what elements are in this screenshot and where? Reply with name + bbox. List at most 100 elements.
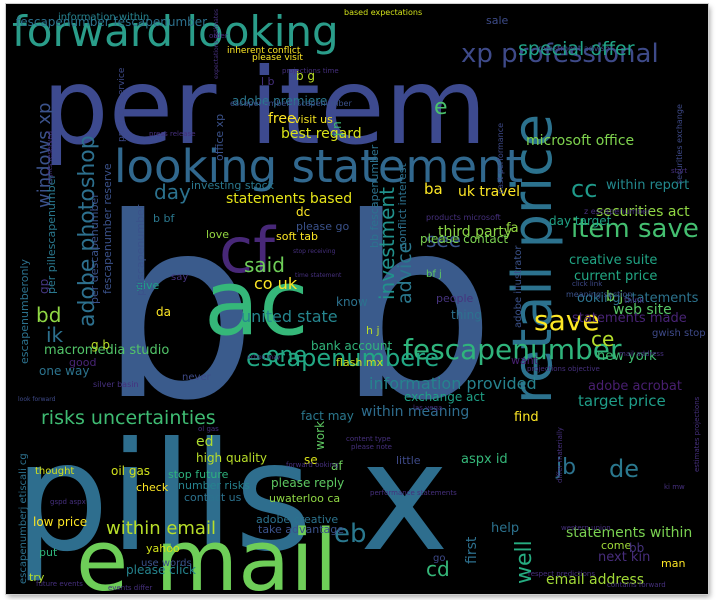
word-cloud-word: information provided — [369, 374, 537, 393]
word-cloud-word: fact may — [301, 409, 354, 423]
word-cloud-word: las vega — [413, 404, 442, 412]
word-cloud-word: risks uncertainties — [41, 407, 216, 429]
word-cloud-word: dc — [296, 205, 310, 219]
word-cloud-word: h j — [366, 324, 380, 337]
word-cloud-word: eb — [334, 519, 367, 549]
word-cloud-word: statements based — [226, 191, 352, 207]
word-cloud-word: content type — [346, 435, 391, 443]
word-cloud-word: respect predictions — [528, 570, 595, 578]
word-cloud-word: escapenumberj etiscali cg — [18, 453, 29, 584]
word-cloud-word: per item — [42, 46, 487, 168]
word-cloud-word: bf j — [426, 269, 442, 280]
word-cloud-word: fa — [506, 221, 519, 236]
word-cloud-word: action may — [247, 354, 281, 361]
word-cloud-word: within report — [606, 178, 689, 193]
word-cloud-word: please contact — [420, 232, 508, 246]
word-cloud-word: securities exchange — [675, 104, 684, 184]
word-cloud-word: pillscapenumber — [134, 204, 147, 296]
word-cloud-word: fescapenumber — [403, 333, 622, 366]
word-cloud-word: adobe acrobat — [588, 379, 682, 394]
word-cloud-word: flash mx — [336, 356, 384, 369]
word-cloud-word: advice — [394, 242, 416, 304]
word-cloud-word: day — [154, 180, 191, 204]
word-cloud-word: stop future — [168, 468, 229, 481]
word-cloud-word: item save — [571, 214, 699, 244]
word-cloud-word: please note — [351, 443, 392, 451]
word-cloud-word: western union — [561, 524, 611, 532]
word-cloud-word: ba — [424, 180, 443, 198]
word-cloud-word: go — [433, 553, 445, 564]
word-cloud-word: click link — [572, 280, 603, 288]
word-cloud-word: find — [514, 410, 539, 425]
word-cloud-word: press release — [149, 130, 196, 138]
word-cloud-word: g b — [91, 338, 110, 352]
word-cloud-word: order — [209, 32, 228, 40]
word-cloud-word: l b — [261, 75, 275, 88]
word-cloud-word: one — [266, 343, 307, 368]
word-cloud-word: good — [69, 356, 96, 369]
word-cloud-word: start — [671, 167, 688, 175]
word-cloud-word: new york — [597, 349, 657, 364]
word-cloud-canvas: b b per item pills x ac e mail looking statem… — [6, 4, 708, 594]
word-cloud-word: target price — [578, 392, 666, 410]
word-cloud-word: investing stock — [191, 179, 275, 192]
word-cloud-word: email address — [546, 572, 644, 588]
word-cloud-word: use words — [141, 558, 192, 569]
word-cloud-word: high quality — [196, 451, 267, 465]
word-cloud-word: aspx id — [461, 452, 508, 467]
word-cloud-word: special offer — [518, 38, 635, 60]
word-cloud-word: say — [171, 272, 188, 283]
word-cloud-word: third party — [438, 224, 512, 240]
word-cloud-word: thing — [451, 308, 482, 322]
word-cloud-word: securities act — [596, 204, 690, 220]
word-cloud-word: low price — [33, 515, 87, 529]
word-cloud-word: information within — [58, 12, 149, 23]
word-cloud-word: come — [601, 539, 631, 552]
word-cloud-word: one way — [39, 364, 89, 378]
word-cloud-word: gp — [37, 279, 51, 294]
word-cloud-word: windows xp — [34, 103, 55, 208]
word-cloud-word: co uk — [254, 274, 298, 293]
word-cloud-word: united state — [241, 307, 338, 326]
word-cloud-word: microsoft office — [526, 133, 634, 149]
word-cloud-word: per pillescapenumber — [45, 174, 58, 294]
word-cloud-word: adobe illustrator — [513, 245, 524, 328]
word-cloud-word: investment advisor — [536, 44, 614, 53]
word-cloud-word: love — [206, 228, 229, 241]
word-cloud-word: pills x — [14, 411, 449, 585]
word-cloud-word: meaning section — [566, 290, 632, 299]
word-cloud-word: gwish stop — [652, 328, 706, 339]
word-cloud-word: mail address — [619, 350, 664, 358]
word-cloud-word: within meaning — [361, 404, 469, 420]
word-cloud-word: day target — [549, 214, 612, 228]
word-cloud-word: ac — [204, 251, 309, 356]
word-cloud-word: please go — [296, 220, 350, 233]
word-cloud-word: web site — [613, 302, 672, 318]
word-cloud-word: know — [336, 295, 368, 309]
word-cloud-word: statements within — [566, 525, 692, 541]
word-cloud-word: per descapenumber — [88, 193, 101, 304]
word-cloud-word: gspd aspx — [50, 498, 86, 506]
word-cloud-word: rights reserved — [46, 131, 54, 184]
word-cloud-word: escapenumber escapenumber — [230, 99, 352, 108]
word-cloud-word: ce — [591, 327, 614, 351]
word-cloud-word: visit us — [294, 113, 333, 126]
word-cloud-word: de — [609, 455, 639, 483]
word-cloud-word: creative suite — [569, 253, 657, 268]
word-cloud-word: events differ — [108, 584, 152, 592]
word-cloud-word: contains forward — [607, 581, 666, 589]
word-cloud-word: retail price — [501, 114, 564, 404]
word-cloud-word: work — [313, 421, 327, 450]
word-cloud-word: bank account — [311, 339, 392, 353]
word-cloud-word: statements made — [572, 311, 687, 326]
word-cloud-word: uwaterloo ca — [269, 492, 340, 505]
word-cloud-word: stop receiving — [293, 248, 336, 255]
word-cloud-word: check — [136, 481, 169, 494]
word-cloud-word: j n — [330, 121, 344, 137]
word-cloud-word: xp professional — [461, 39, 659, 69]
word-cloud-word: b bf — [153, 212, 175, 225]
word-cloud-word: se — [304, 453, 318, 467]
word-cloud-word: e mail — [76, 512, 337, 594]
word-cloud-word: cc — [571, 175, 597, 203]
